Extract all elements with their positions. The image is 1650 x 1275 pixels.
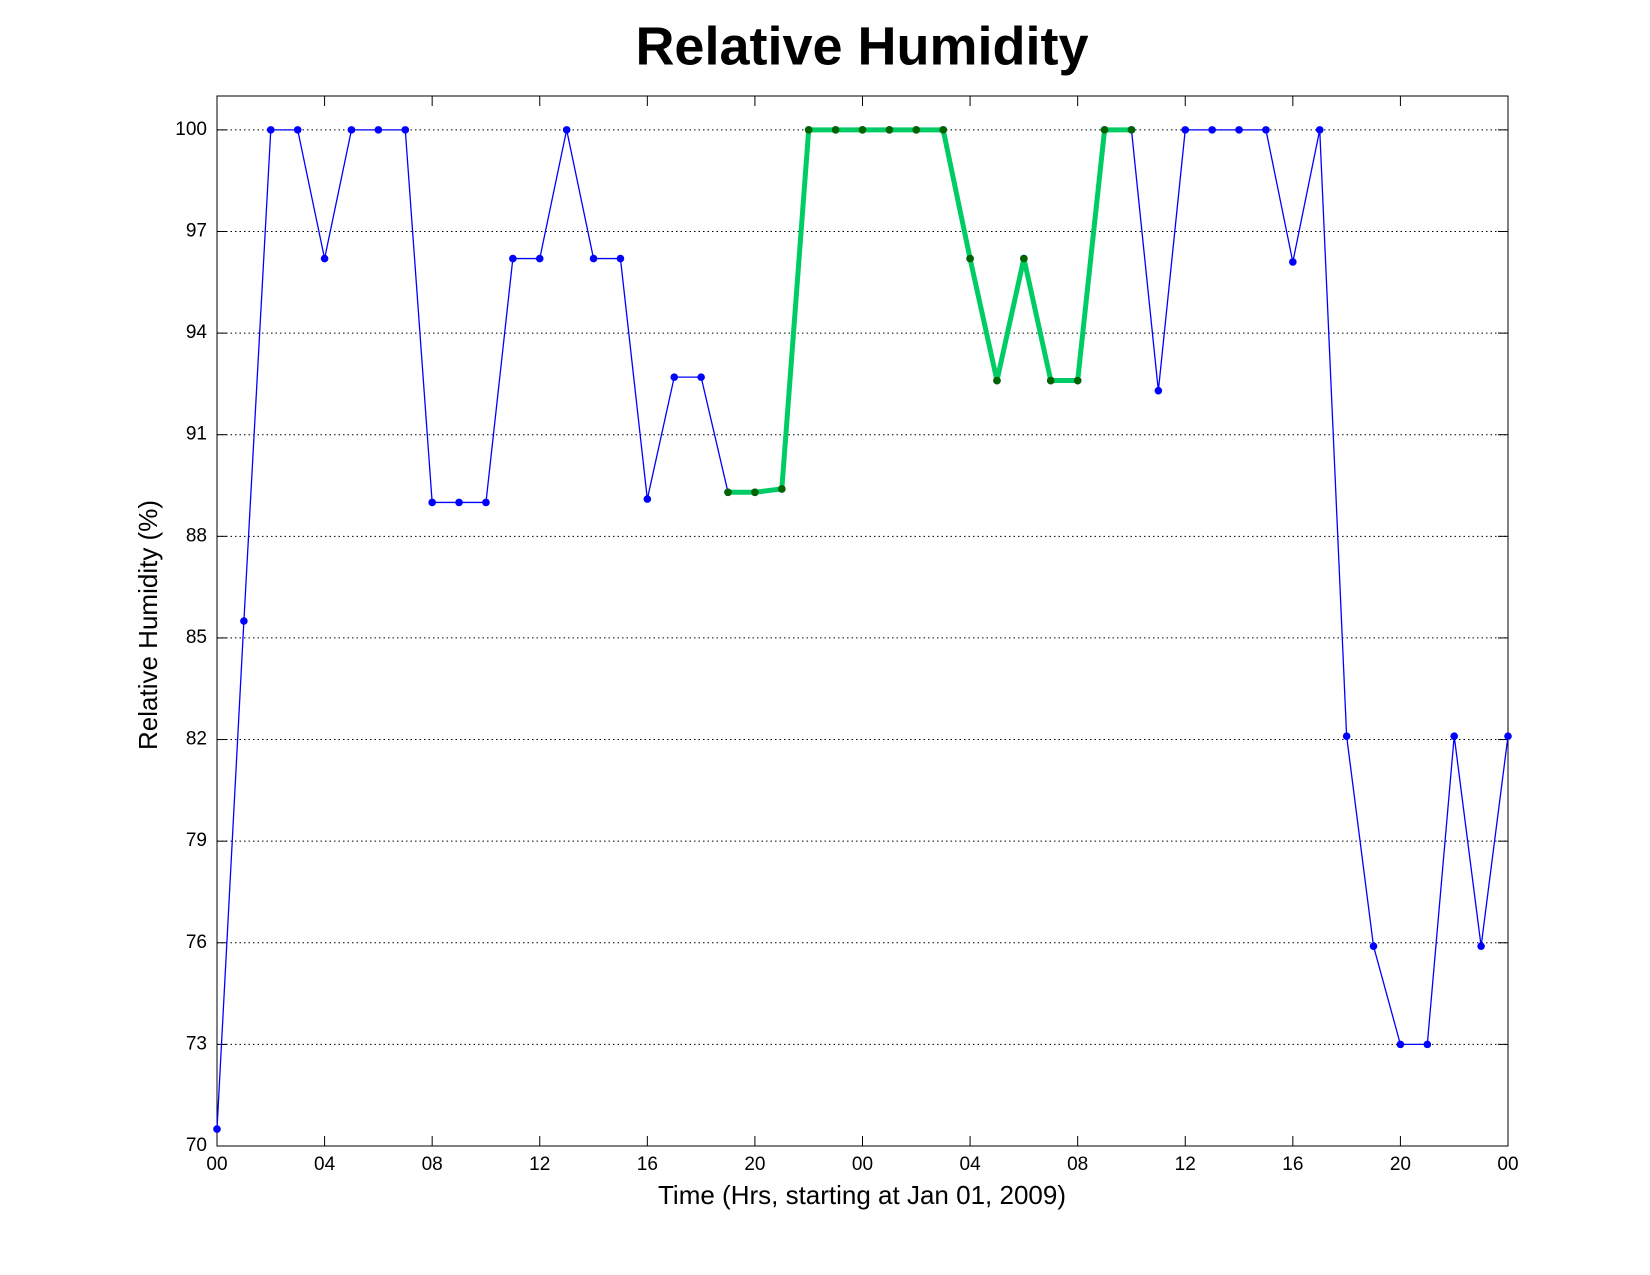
data-point	[831, 126, 840, 134]
data-point	[1208, 126, 1216, 134]
data-point	[912, 126, 921, 134]
data-point	[778, 485, 786, 493]
data-line	[216, 129, 1509, 1130]
data-point	[240, 617, 248, 625]
data-point	[1181, 126, 1190, 134]
data-point	[993, 376, 1001, 385]
y-tick-label: 85	[186, 627, 207, 648]
x-axis-label: Time (Hrs, starting at Jan 01, 2009)	[658, 1180, 1066, 1210]
x-tick-label: 20	[1390, 1154, 1411, 1175]
data-point	[589, 254, 598, 263]
data-point	[670, 373, 679, 381]
data-point	[562, 126, 571, 134]
data-point	[885, 126, 894, 134]
y-tick-label: 76	[186, 932, 207, 953]
x-tick-label: 12	[529, 1154, 550, 1175]
x-tick-label: 16	[1282, 1154, 1303, 1175]
data-point	[1423, 1040, 1432, 1049]
data-point	[939, 126, 947, 134]
data-point	[1450, 732, 1459, 740]
data-point	[858, 126, 867, 134]
data-point	[401, 126, 410, 134]
plot-frame	[216, 95, 1509, 1147]
x-tick-label: 04	[314, 1154, 336, 1175]
data-point	[347, 126, 356, 134]
data-point	[724, 488, 732, 497]
x-tick-label: 20	[744, 1154, 765, 1175]
y-tick-label: 79	[186, 830, 207, 851]
x-tick-label: 00	[852, 1154, 873, 1175]
data-point	[374, 126, 383, 134]
data-point	[482, 498, 490, 507]
y-tick-label: 97	[186, 220, 207, 241]
y-tick-label: 73	[186, 1033, 207, 1054]
x-tick-label: 00	[1497, 1154, 1518, 1175]
data-line	[728, 127, 1132, 495]
data-point	[1020, 254, 1028, 263]
x-tick-label: 08	[422, 1154, 443, 1175]
y-tick-label: 91	[186, 424, 207, 445]
data-point	[643, 495, 652, 503]
data-point	[1262, 126, 1270, 134]
data-point	[1289, 258, 1297, 266]
y-axis-label: Relative Humidity (%)	[133, 500, 163, 750]
data-point	[966, 254, 974, 263]
data-point	[455, 498, 463, 507]
data-point	[1369, 942, 1378, 950]
y-tick-label: 100	[175, 119, 207, 140]
data-point	[293, 126, 302, 134]
data-point	[1477, 942, 1485, 950]
data-point	[616, 254, 625, 263]
data-point	[1046, 376, 1055, 385]
data-point	[1396, 1040, 1405, 1049]
x-tick-label: 00	[206, 1154, 227, 1175]
y-tick-label: 88	[186, 525, 207, 546]
data-point	[535, 254, 544, 263]
data-point	[266, 126, 275, 134]
data-point	[1073, 376, 1082, 385]
data-point	[213, 1125, 221, 1133]
data-point	[1315, 126, 1324, 134]
data-point	[1100, 126, 1109, 134]
data-point	[1504, 732, 1512, 740]
y-tick-label: 94	[186, 322, 208, 343]
x-tick-label: 04	[960, 1154, 982, 1175]
data-point	[1342, 732, 1351, 740]
data-point	[428, 498, 436, 507]
data-point	[1235, 126, 1243, 134]
data-point	[697, 373, 705, 381]
data-point	[509, 254, 517, 263]
y-tick-label: 82	[186, 729, 207, 750]
x-tick-label: 16	[637, 1154, 658, 1175]
x-tick-label: 12	[1175, 1154, 1196, 1175]
data-point	[1127, 126, 1136, 134]
chart-title: Relative Humidity	[635, 16, 1088, 76]
data-point	[320, 254, 329, 263]
data-point	[751, 488, 759, 497]
y-tick-label: 70	[186, 1135, 207, 1156]
data-point	[804, 126, 813, 134]
x-tick-label: 08	[1067, 1154, 1088, 1175]
data-point	[1154, 386, 1163, 395]
